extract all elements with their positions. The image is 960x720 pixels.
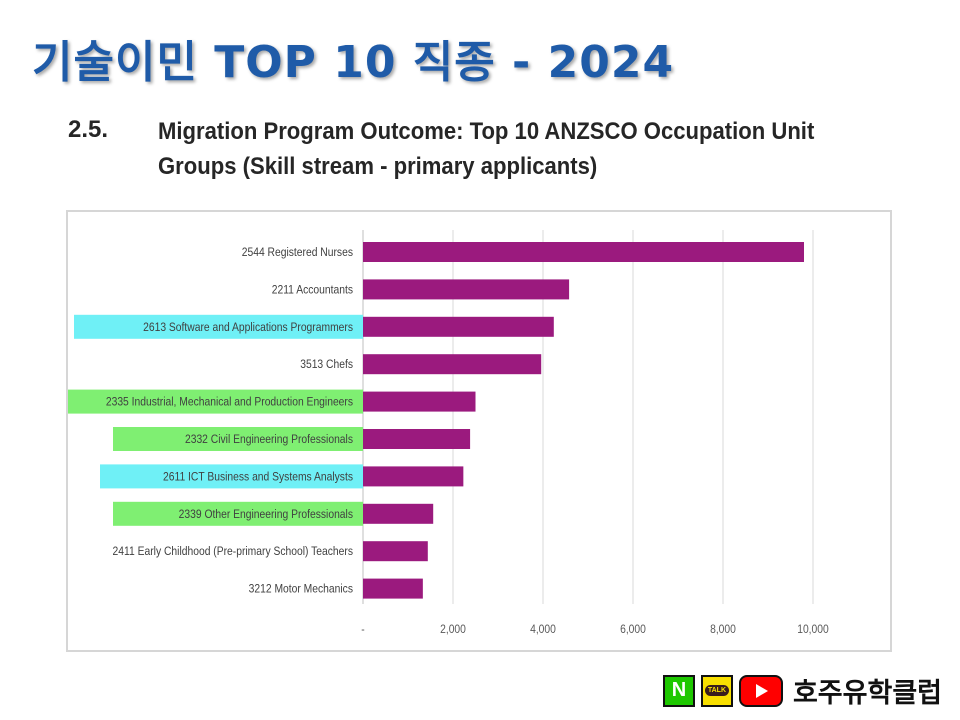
x-tick-label: 10,000	[797, 623, 829, 636]
x-tick-label: 4,000	[530, 623, 556, 636]
label-highlight	[9, 389, 363, 414]
kakaotalk-label: TALK	[704, 685, 730, 696]
x-tick-label: 2,000	[440, 623, 466, 636]
category-label: 2339 Other Engineering Professionals	[179, 508, 354, 521]
category-label: 3212 Motor Mechanics	[249, 583, 354, 596]
category-label: 2335 Industrial, Mechanical and Producti…	[106, 396, 354, 409]
bar	[363, 391, 476, 412]
naver-icon[interactable]: N	[662, 674, 695, 707]
bar	[363, 316, 554, 337]
x-tick-label: 8,000	[710, 623, 736, 636]
brand-name: 호주유학클럽	[792, 678, 942, 709]
bar	[363, 541, 428, 562]
bar	[363, 242, 804, 262]
section-number: 2.5.	[68, 116, 109, 143]
bar	[363, 354, 542, 375]
category-label: 2332 Civil Engineering Professionals	[185, 433, 353, 446]
category-label: 2411 Early Childhood (Pre-primary School…	[113, 546, 354, 559]
bar	[363, 279, 570, 300]
chart-frame: 2544 Registered Nurses 2211 Accountants 26…	[9, 210, 892, 652]
category-label: 2544 Registered Nurses	[242, 246, 354, 259]
category-label: 2613 Software and Applications Programme…	[143, 321, 353, 334]
section-title: Migration Program Outcome: Top 10 ANZSCO…	[158, 118, 815, 180]
label-highlight	[100, 464, 363, 489]
bar	[363, 578, 423, 599]
bar	[363, 429, 471, 449]
bar	[363, 503, 434, 524]
category-label: 3513 Chefs	[300, 359, 353, 372]
category-label: 2211 Accountants	[272, 284, 354, 297]
slide-title: 기술이민 TOP 10 직종 - 2024	[32, 37, 675, 88]
youtube-icon[interactable]	[738, 674, 783, 707]
label-highlight	[113, 427, 363, 451]
x-tick-label: 6,000	[620, 623, 646, 636]
footer-brand: N TALK 호주유학클럽	[662, 671, 942, 710]
x-tick-label: -	[361, 623, 365, 636]
label-highlight	[113, 501, 363, 526]
kakaotalk-icon[interactable]: TALK	[700, 674, 733, 707]
bar	[363, 466, 464, 487]
bar-chart: 2544 Registered Nurses 2211 Accountants 26…	[9, 230, 829, 636]
label-highlight	[74, 314, 363, 339]
category-label: 2611 ICT Business and Systems Analysts	[163, 471, 353, 484]
